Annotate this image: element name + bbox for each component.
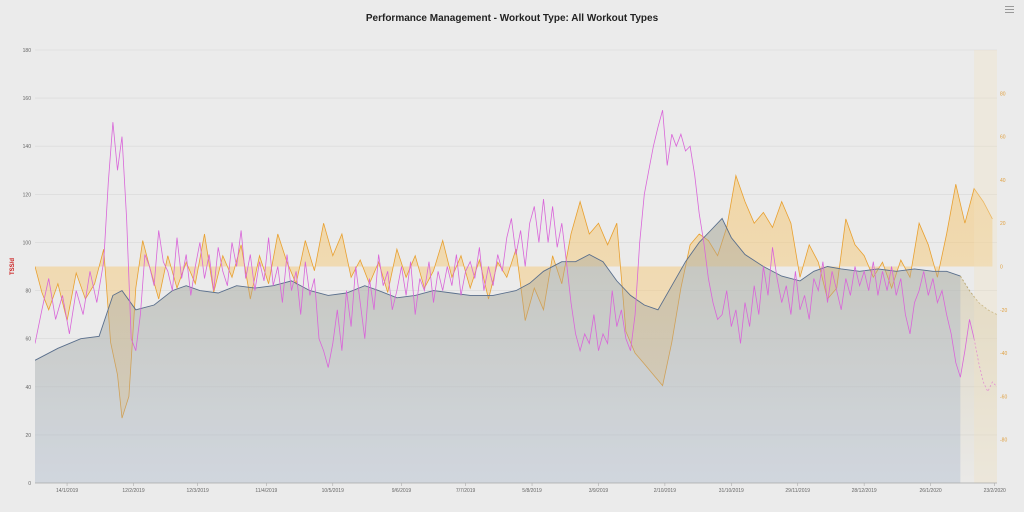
- x-tick-label: 26/1/2020: [919, 488, 941, 494]
- y-tick-label: 20: [25, 433, 31, 439]
- y-tick-label: 180: [23, 48, 32, 54]
- x-tick-label: 10/5/2019: [322, 488, 344, 494]
- y2-tick-label: 40: [1000, 178, 1006, 184]
- y-tick-label: 160: [23, 96, 32, 102]
- y-tick-label: 40: [25, 385, 31, 391]
- projection-region: [974, 50, 997, 483]
- y-tick-label: 60: [25, 337, 31, 343]
- fatigue-projection-line: [973, 338, 997, 393]
- chart-menu-icon[interactable]: [1005, 6, 1014, 13]
- x-tick-label: 14/1/2019: [56, 488, 78, 494]
- y-axis-label: TSS/d: [10, 258, 16, 275]
- x-tick-label: 12/2/2019: [122, 488, 144, 494]
- y2-tick-label: 20: [1000, 221, 1006, 227]
- x-tick-label: 12/3/2019: [186, 488, 208, 494]
- y-tick-label: 140: [23, 144, 32, 150]
- x-tick-label: 5/8/2019: [522, 488, 542, 494]
- y2-tick-label: -40: [1000, 351, 1007, 357]
- y-tick-label: 100: [23, 240, 32, 246]
- y2-tick-label: 0: [1000, 265, 1003, 271]
- x-tick-label: 2/10/2019: [654, 488, 676, 494]
- fatigue-line: [35, 109, 975, 378]
- y-tick-label: 80: [25, 289, 31, 295]
- y-tick-label: 0: [28, 481, 31, 487]
- y2-tick-label: 80: [1000, 91, 1006, 97]
- fitness-area: [35, 218, 997, 483]
- x-tick-label: 23/2/2020: [984, 488, 1006, 494]
- fitness-projection-line: [960, 275, 997, 315]
- fitness-tint: [35, 218, 961, 483]
- y2-tick-label: -60: [1000, 394, 1007, 400]
- y-tick-label: 120: [23, 192, 32, 198]
- x-tick-label: 29/11/2019: [785, 488, 810, 494]
- x-tick-label: 31/10/2019: [719, 488, 744, 494]
- x-tick-label: 7/7/2019: [456, 488, 476, 494]
- y2-tick-label: 60: [1000, 135, 1006, 141]
- x-tick-label: 28/12/2019: [852, 488, 877, 494]
- y2-tick-label: -20: [1000, 308, 1007, 314]
- y2-tick-label: -80: [1000, 438, 1007, 444]
- x-tick-label: 3/9/2019: [589, 488, 609, 494]
- fitness-line: [35, 217, 961, 361]
- x-tick-label: 11/4/2019: [255, 488, 277, 494]
- chart-title: Performance Management - Workout Type: A…: [365, 13, 659, 24]
- form-area: [35, 175, 993, 419]
- x-tick-label: 9/6/2019: [392, 488, 412, 494]
